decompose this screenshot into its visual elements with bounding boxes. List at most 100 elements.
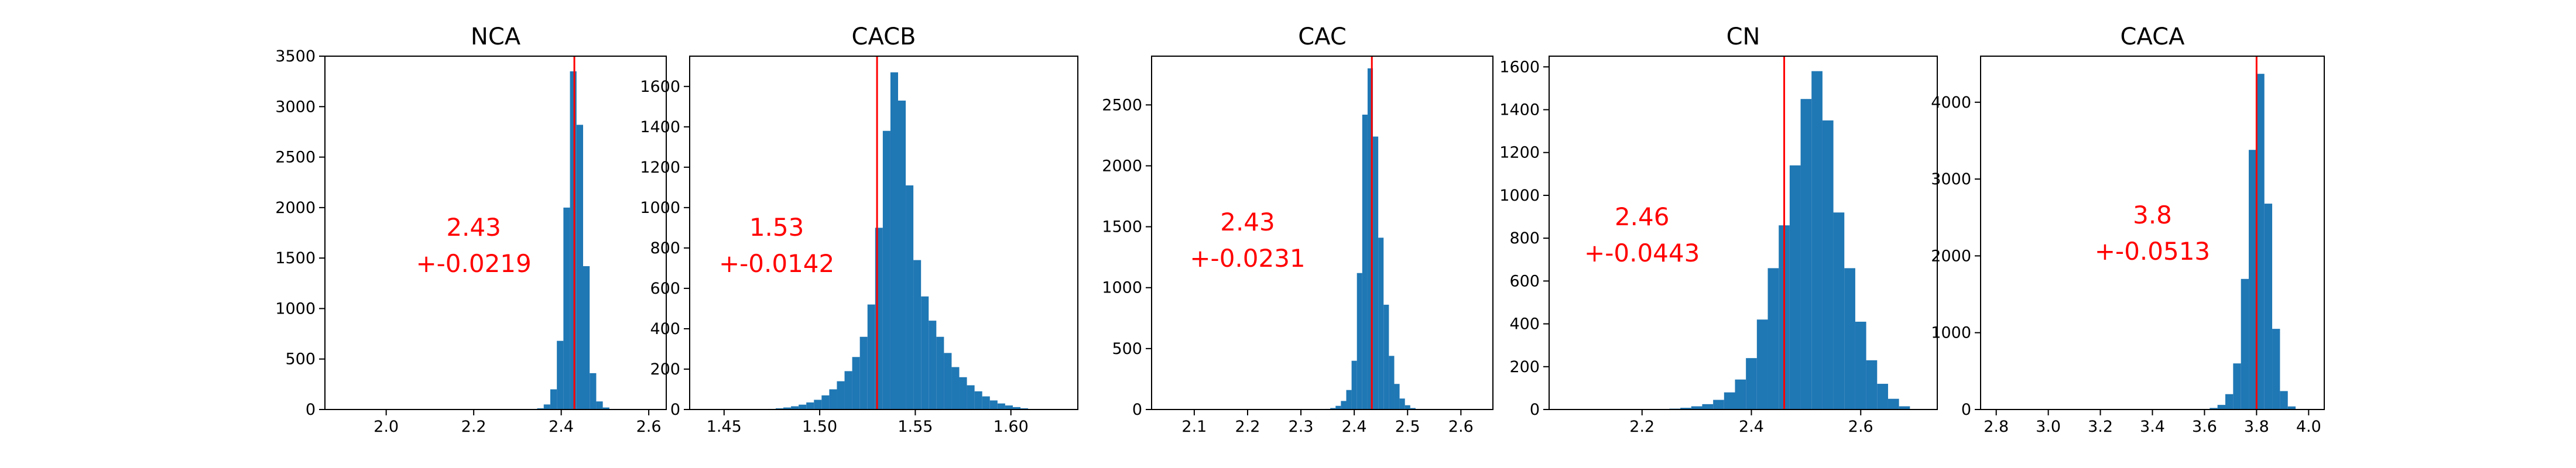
x-tick-label: 2.6 — [1448, 418, 1474, 436]
histogram-bar — [543, 404, 550, 410]
histogram-bar — [806, 402, 814, 410]
std-annotation: +-0.0513 — [2095, 237, 2210, 266]
histogram-bar — [590, 373, 597, 410]
histogram-bar — [936, 336, 944, 410]
x-tick-label: 2.4 — [549, 418, 574, 436]
histogram-bar — [2210, 408, 2218, 410]
y-tick-label: 600 — [1509, 272, 1540, 290]
histogram-bar — [2272, 329, 2280, 410]
histogram-bar — [1833, 212, 1845, 410]
chart-panel-cacb: CACB 1.45 1.50 1.55 1.60 0 200 400 600 800 1000 120… — [640, 23, 1078, 436]
y-tick-label: 200 — [650, 360, 680, 378]
histogram-bar — [1877, 384, 1888, 410]
histogram-bar — [2225, 394, 2234, 410]
histogram-bar — [1383, 304, 1389, 410]
histogram-bar — [1394, 384, 1400, 410]
histogram-bar — [1410, 408, 1416, 410]
y-tick-label: 1000 — [1102, 279, 1142, 297]
histogram-bar — [2287, 406, 2296, 410]
histogram-bar — [1399, 398, 1405, 410]
x-tick-label: 2.2 — [1235, 418, 1260, 436]
histogram-bar — [944, 353, 952, 410]
histogram-bar — [1822, 120, 1834, 410]
histogram-bar — [537, 408, 544, 410]
y-tick-label: 1400 — [640, 118, 680, 136]
histogram-bar — [844, 371, 852, 410]
x-tick-label: 4.0 — [2296, 418, 2321, 436]
histogram-bar — [2264, 204, 2273, 410]
histogram-bar — [550, 389, 557, 410]
histogram-bar — [997, 403, 1005, 410]
histogram-bar — [799, 404, 807, 410]
y-tick-label: 0 — [1961, 401, 1971, 419]
y-tick-label: 0 — [1530, 401, 1540, 419]
histogram-bar — [2280, 391, 2288, 410]
histogram-bar — [2249, 150, 2257, 410]
histogram-bar — [1899, 406, 1910, 410]
y-tick-label: 0 — [306, 401, 316, 419]
y-tick-label: 500 — [1112, 340, 1142, 358]
mean-annotation: 2.43 — [446, 213, 501, 242]
chart-title: CACA — [2121, 23, 2186, 50]
histogram-bar — [1330, 408, 1336, 410]
histogram-bar — [557, 340, 564, 410]
y-tick-label: 3500 — [275, 47, 316, 66]
histogram-bars — [2210, 74, 2296, 410]
y-tick-label: 3000 — [275, 98, 316, 116]
y-tick-label: 800 — [1509, 229, 1540, 247]
x-tick-label: 3.2 — [2088, 418, 2113, 436]
chart-title: CACB — [852, 23, 916, 50]
histogram-bar — [1811, 71, 1823, 410]
histogram-bar — [1735, 379, 1746, 410]
histogram-bar — [1005, 405, 1013, 410]
histogram-bar — [1724, 392, 1735, 410]
y-tick-label: 1500 — [275, 249, 316, 267]
histogram-bar — [1767, 268, 1779, 410]
histogram-bar — [602, 407, 609, 410]
y-tick-label: 1000 — [1931, 324, 1971, 342]
y-tick-label: 200 — [1509, 358, 1540, 376]
histogram-bar — [775, 408, 784, 410]
y-tick-label: 1200 — [1499, 144, 1540, 162]
x-tick-label: 3.6 — [2192, 418, 2217, 436]
chart-title: CN — [1727, 23, 1760, 50]
y-tick-label: 600 — [650, 280, 680, 298]
y-tick-label: 500 — [285, 350, 316, 369]
histogram-bar — [882, 130, 890, 410]
chart-title: NCA — [471, 23, 521, 50]
histogram-bar — [783, 407, 792, 410]
histogram-bar — [913, 260, 922, 410]
y-tick-label: 2000 — [1931, 247, 1971, 265]
histogram-bar — [576, 125, 583, 410]
y-tick-label: 1000 — [640, 199, 680, 217]
histogram-bar — [1888, 398, 1899, 410]
y-tick-label: 4000 — [1931, 94, 1971, 112]
histogram-bar — [867, 304, 875, 410]
x-tick-label: 2.6 — [636, 418, 662, 436]
chart-panel-cac: CAC 2.1 2.2 2.3 2.4 2.5 2.6 0 500 1000 1500 2000 250… — [1102, 23, 1493, 436]
y-tick-label: 1000 — [275, 300, 316, 318]
x-tick-label: 2.6 — [1848, 418, 1873, 436]
histogram-bar — [2233, 363, 2241, 410]
histogram-bars — [768, 72, 1029, 410]
std-annotation: +-0.0219 — [416, 249, 531, 278]
y-tick-label: 2000 — [1102, 157, 1142, 175]
y-tick-label: 1600 — [640, 78, 680, 96]
x-tick-label: 1.45 — [707, 418, 742, 436]
histogram-bar — [1373, 136, 1379, 410]
x-tick-label: 2.1 — [1181, 418, 1207, 436]
histogram-bar — [1335, 405, 1341, 410]
histogram-bar — [852, 357, 860, 410]
std-annotation: +-0.0443 — [1584, 239, 1700, 267]
histogram-bar — [1756, 319, 1768, 410]
histogram-bar — [829, 389, 837, 410]
y-tick-label: 1600 — [1499, 58, 1540, 76]
x-tick-label: 3.8 — [2244, 418, 2269, 436]
axes-frame — [689, 56, 1078, 410]
histogram-bars — [537, 71, 616, 410]
histogram-bar — [570, 71, 577, 410]
x-tick-label: 2.4 — [1342, 418, 1367, 436]
histogram-bar — [906, 185, 914, 410]
std-annotation: +-0.0231 — [1190, 244, 1305, 273]
histogram-bars — [1325, 68, 1421, 410]
